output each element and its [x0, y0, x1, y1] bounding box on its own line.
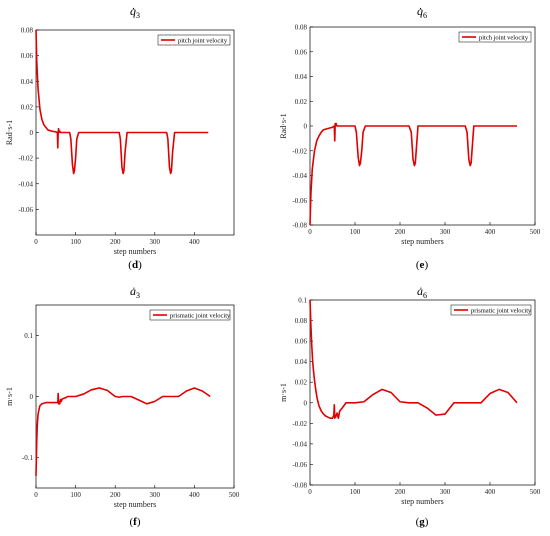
x-tick-label: 200	[395, 488, 406, 496]
y-tick-label: 0.1	[298, 297, 307, 305]
x-tick-label: 0	[308, 488, 312, 496]
y-tick-label: 0.04	[21, 78, 34, 86]
y-tick-label: 0.02	[295, 379, 308, 387]
chart-title-subscript: 3	[136, 11, 140, 20]
x-tick-label: 400	[189, 238, 200, 246]
y-axis-label: Rad·s-1	[279, 113, 288, 138]
legend-label: prismatic joint velocity	[471, 307, 532, 314]
y-tick-label: -0.02	[292, 420, 307, 428]
panel-label: (g)	[416, 516, 429, 528]
series-line-1	[309, 299, 518, 419]
y-axis-label: Rad·s-1	[5, 120, 14, 145]
y-tick-label: -0.02	[292, 147, 307, 155]
x-tick-label: 0	[34, 238, 38, 246]
y-tick-label: -0.06	[292, 197, 307, 205]
y-axis-label: m·s-1	[5, 387, 14, 406]
y-tick-label: -0.02	[18, 155, 33, 163]
y-tick-label: 0.04	[295, 73, 308, 81]
chart-title: ȧ3	[130, 284, 140, 300]
legend-box	[149, 309, 231, 321]
y-tick-label: -0.08	[292, 482, 307, 490]
y-tick-label: 0	[30, 393, 34, 401]
x-axis-label: step numbers	[401, 237, 443, 246]
x-axis-label: step numbers	[114, 500, 156, 509]
panel-label: (d)	[128, 259, 142, 271]
x-tick-label: 300	[440, 488, 451, 496]
chart-title-symbol: q̇	[417, 4, 423, 18]
chart-title: q̇3	[130, 4, 140, 20]
chart-title: ȧ6	[417, 284, 427, 300]
series-line-1	[309, 122, 517, 226]
y-tick-label: -0.04	[292, 440, 307, 448]
x-tick-label: 100	[70, 238, 81, 246]
panel-label: (f)	[129, 516, 140, 528]
x-tick-label: 500	[229, 491, 240, 499]
legend-box	[450, 304, 532, 316]
y-tick-label: -0.06	[292, 461, 307, 469]
chart-panel-4: 0 100 200 300 400 500 -0.08 -0.06 -0.04 -0.02 0 0.0…	[279, 284, 541, 528]
x-axis-label: step numbers	[114, 247, 156, 256]
chart-panel-2: 0 100 200 300 400 500 -0.08 -0.06 -0.04 -0.02 0 0.0…	[279, 4, 541, 271]
x-tick-label: 300	[440, 228, 451, 236]
y-axis-label: m·s-1	[279, 383, 288, 402]
x-tick-label: 400	[485, 228, 496, 236]
x-tick-label: 400	[485, 488, 496, 496]
y-tick-label: 0.04	[295, 358, 308, 366]
y-tick-label: 0.06	[295, 338, 308, 346]
x-axis-label: step numbers	[401, 497, 443, 506]
y-tick-label: -0.06	[18, 206, 33, 214]
legend-label: prismatic joint velocity	[170, 312, 231, 319]
chart-title-subscript: 3	[136, 291, 140, 300]
y-tick-label: 0.06	[295, 48, 308, 56]
x-tick-label: 500	[530, 488, 541, 496]
x-tick-label: 500	[530, 228, 541, 236]
legend-box	[157, 34, 231, 46]
y-tick-label: 0.08	[21, 27, 34, 35]
chart-title: q̇6	[417, 4, 427, 20]
legend-box	[458, 31, 532, 43]
y-tick-label: 0.02	[295, 98, 308, 106]
series-line-1	[35, 387, 211, 476]
x-tick-label: 0	[34, 491, 38, 499]
x-tick-label: 200	[110, 491, 121, 499]
legend-label: pitch joint velocity	[479, 34, 529, 41]
x-tick-label: 200	[110, 238, 121, 246]
chart-title-subscript: 6	[423, 11, 427, 20]
x-tick-label: 300	[150, 238, 161, 246]
panel-label: (e)	[416, 259, 429, 271]
y-tick-label: 0	[304, 399, 308, 407]
plot-frame	[309, 299, 536, 486]
chart-panel-1: 0 100 200 300 400 -0.06 -0.04 -0.02 0 0.02 0.04 0.0…	[5, 4, 235, 271]
chart-title-symbol: q̇	[130, 4, 136, 18]
x-tick-label: 100	[350, 228, 361, 236]
x-tick-label: 100	[350, 488, 361, 496]
x-tick-label: 300	[150, 491, 161, 499]
y-tick-label: -0.04	[292, 172, 307, 180]
chart-title-symbol: ȧ	[130, 284, 136, 298]
y-tick-label: -0.08	[292, 222, 307, 230]
chart-title-subscript: 6	[423, 291, 427, 300]
chart-title-symbol: ȧ	[417, 284, 423, 298]
x-tick-label: 100	[70, 491, 81, 499]
y-tick-label: -0.04	[18, 180, 33, 188]
x-tick-label: 400	[189, 491, 200, 499]
legend-label: pitch joint velocity	[178, 37, 228, 44]
x-tick-label: 0	[308, 228, 312, 236]
plot-frame	[35, 304, 235, 489]
y-tick-label: 0.06	[21, 52, 34, 60]
y-tick-label: 0	[304, 123, 308, 131]
y-tick-label: 0.1	[24, 332, 33, 340]
x-tick-label: 200	[395, 228, 406, 236]
y-tick-label: 0	[30, 129, 34, 137]
y-tick-label: 0.02	[21, 103, 34, 111]
y-tick-label: 0.08	[295, 317, 308, 325]
chart-panel-3: 0 100 200 300 400 500 -0.1 0 0.1 step numbers m·s-…	[5, 284, 240, 528]
series-line-1	[35, 29, 209, 175]
y-tick-label: -0.1	[22, 454, 34, 462]
y-tick-label: 0.08	[295, 24, 308, 32]
